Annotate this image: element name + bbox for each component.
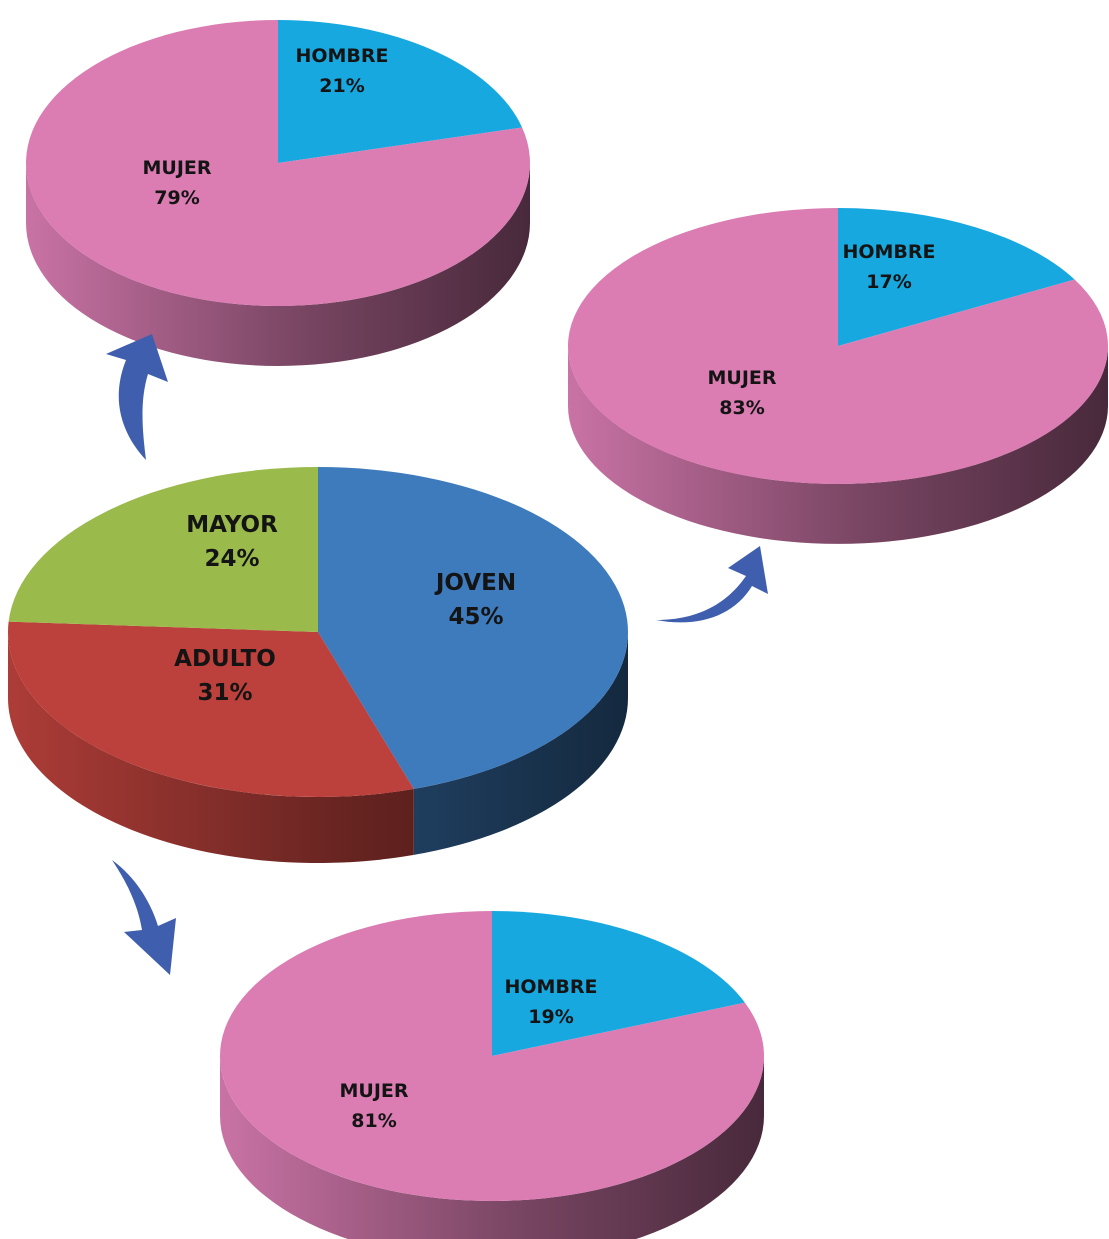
pie-2-label-mujer: MUJER	[707, 367, 776, 389]
pie-3-label-hombre: HOMBRE	[504, 976, 597, 998]
pie-1-percent-mujer: 79%	[154, 187, 199, 209]
pie-1-side-mujer	[26, 163, 530, 366]
arrow-up-icon	[106, 334, 168, 460]
pie-chart-0: JOVEN 45% ADULTO 31% MAYOR 24%	[7, 467, 628, 863]
pie-0-slice-adulto	[7, 621, 414, 797]
pie-1-label-hombre: HOMBRE	[295, 45, 388, 67]
pie-3-side-mujer	[220, 1056, 764, 1239]
pie-2-side-mujer	[568, 346, 1108, 544]
pie-0-side-joven	[413, 632, 628, 855]
pie-0-label-joven: JOVEN	[434, 570, 516, 596]
pie-0-percent-mayor: 24%	[204, 546, 259, 572]
pie-0-label-adulto: ADULTO	[174, 646, 276, 672]
pie-chart-3: HOMBRE 19% MUJER 81%	[220, 911, 765, 1239]
pie-0-slice-mayor	[8, 467, 319, 632]
arrow-down-icon	[112, 860, 176, 975]
pie-1-slice-hombre	[278, 20, 523, 163]
pie-chart-2: HOMBRE 17% MUJER 83%	[567, 207, 1108, 544]
pie-3-slice-mujer	[220, 911, 765, 1201]
pie-2-percent-hombre: 17%	[866, 271, 911, 293]
pie-2-slice-hombre	[838, 208, 1075, 346]
pie-0-percent-joven: 45%	[448, 604, 503, 630]
pie-1-percent-hombre: 21%	[319, 75, 364, 97]
pie-0-slice-joven	[318, 467, 628, 789]
pie-3-label-mujer: MUJER	[339, 1080, 408, 1102]
pie-3-percent-hombre: 19%	[528, 1006, 573, 1028]
pie-1-label-mujer: MUJER	[142, 157, 211, 179]
pie-1-slice-mujer	[25, 19, 530, 306]
pie-2-label-hombre: HOMBRE	[842, 241, 935, 263]
pie-2-slice-mujer	[567, 207, 1108, 484]
pie-3-slice-hombre	[492, 911, 745, 1056]
pie-0-percent-adulto: 31%	[197, 680, 252, 706]
pie-0-label-mayor: MAYOR	[186, 512, 278, 538]
pie-chart-1: HOMBRE 21% MUJER 79%	[25, 19, 530, 366]
pie-3-percent-mujer: 81%	[351, 1110, 396, 1132]
pie-0-side-adulto	[8, 632, 414, 863]
pie-2-percent-mujer: 83%	[719, 397, 764, 419]
arrow-right-icon	[656, 546, 768, 623]
